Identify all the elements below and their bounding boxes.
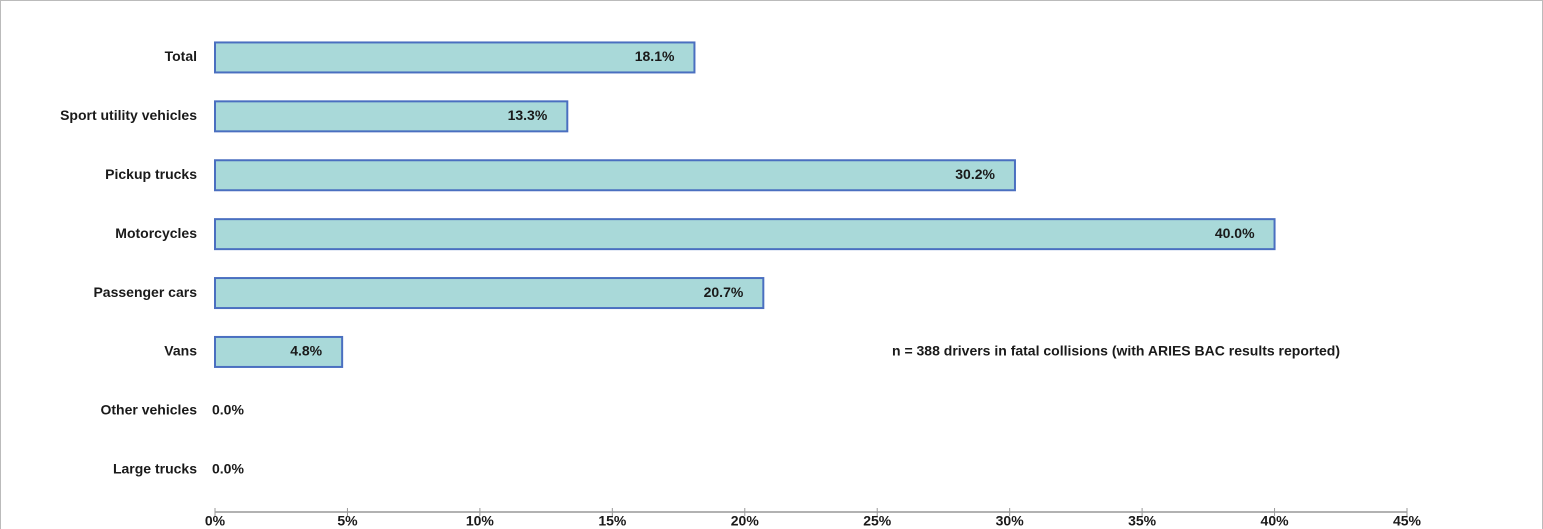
annotation: n = 388 drivers in fatal collisions (wit…	[892, 343, 1340, 359]
x-tick-label: 10%	[466, 513, 495, 529]
value-label: 30.2%	[955, 166, 995, 182]
x-tick-label: 5%	[337, 513, 358, 529]
y-tick-label: Large trucks	[113, 460, 197, 476]
bar	[214, 335, 344, 368]
y-tick-label: Motorcycles	[115, 225, 197, 241]
x-tick-label: 35%	[1128, 513, 1157, 529]
bar	[214, 100, 569, 133]
x-tick-label: 40%	[1261, 513, 1290, 529]
y-tick-label: Pickup trucks	[105, 166, 197, 182]
value-label: 0.0%	[212, 402, 244, 418]
bar	[214, 41, 696, 74]
y-tick-label: Sport utility vehicles	[60, 107, 197, 123]
value-label: 0.0%	[212, 460, 244, 476]
value-label: 20.7%	[704, 284, 744, 300]
x-tick-label: 30%	[996, 513, 1025, 529]
bar	[214, 159, 1016, 192]
value-label: 18.1%	[635, 48, 675, 64]
y-tick-label: Passenger cars	[93, 284, 197, 300]
bar	[214, 277, 765, 310]
x-tick-label: 20%	[731, 513, 760, 529]
x-tick-label: 45%	[1393, 513, 1422, 529]
value-label: 13.3%	[508, 107, 548, 123]
y-tick-label: Other vehicles	[101, 402, 198, 418]
y-tick-label: Total	[165, 48, 197, 64]
x-tick-label: 0%	[205, 513, 226, 529]
y-tick-label: Vans	[164, 343, 197, 359]
value-label: 40.0%	[1215, 225, 1255, 241]
x-tick-label: 15%	[598, 513, 627, 529]
x-tick-label: 25%	[863, 513, 892, 529]
bar	[214, 218, 1276, 251]
value-label: 4.8%	[290, 343, 322, 359]
